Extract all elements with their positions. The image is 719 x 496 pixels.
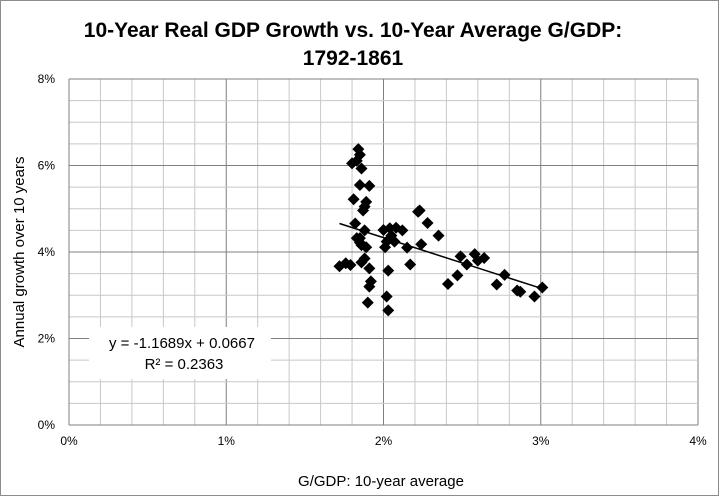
data-point-diamond bbox=[460, 258, 473, 271]
data-point-diamond bbox=[363, 262, 376, 275]
data-point-diamond bbox=[361, 296, 374, 309]
data-point-diamond bbox=[364, 275, 377, 288]
x-axis-label: G/GDP: 10-year average bbox=[298, 473, 464, 490]
y-axis-label: Annual growth over 10 years bbox=[11, 157, 28, 348]
data-point-diamond bbox=[490, 278, 503, 291]
trendline bbox=[339, 222, 543, 290]
y-tick-label: 2% bbox=[38, 332, 56, 346]
data-point-diamond bbox=[355, 162, 368, 175]
data-point-diamond bbox=[404, 258, 417, 271]
data-point-diamond bbox=[421, 217, 434, 230]
y-tick-label: 8% bbox=[38, 72, 56, 86]
data-point-diamond bbox=[382, 264, 395, 277]
data-point-diamond bbox=[401, 241, 414, 254]
data-point-diamond bbox=[478, 252, 491, 265]
data-point-diamond bbox=[382, 304, 395, 317]
x-tick-label: 2% bbox=[375, 434, 393, 448]
trendline-equation: y = -1.1689x + 0.0667 bbox=[109, 335, 255, 352]
x-tick-label: 3% bbox=[532, 434, 550, 448]
data-point-diamond bbox=[441, 278, 454, 291]
y-tick-label: 4% bbox=[38, 245, 56, 259]
data-point-diamond bbox=[358, 224, 371, 237]
data-point-diamond bbox=[396, 224, 409, 237]
data-point-diamond bbox=[360, 195, 373, 208]
chart-title-line-1: 10-Year Real GDP Growth vs. 10-Year Aver… bbox=[84, 19, 622, 42]
data-point-diamond bbox=[498, 268, 511, 281]
y-tick-label: 0% bbox=[38, 418, 56, 432]
data-point-diamond bbox=[413, 204, 426, 217]
data-point-diamond bbox=[353, 148, 366, 161]
trendline-r-squared: R² = 0.2363 bbox=[145, 356, 224, 373]
x-tick-labels: 0% 1% 2% 3% 4% bbox=[60, 434, 707, 448]
data-point-diamond bbox=[451, 269, 464, 282]
x-tick-label: 4% bbox=[689, 434, 707, 448]
x-tick-label: 0% bbox=[60, 434, 78, 448]
data-point-diamond bbox=[347, 193, 360, 206]
chart-title-line-2: 1792-1861 bbox=[303, 47, 404, 70]
data-point-diamond bbox=[432, 229, 445, 242]
data-point-diamond bbox=[536, 281, 549, 294]
y-tick-label: 6% bbox=[38, 159, 56, 173]
data-point-diamond bbox=[360, 241, 373, 254]
gridlines bbox=[68, 78, 699, 426]
data-point-diamond bbox=[528, 290, 541, 303]
data-point-diamond bbox=[380, 290, 393, 303]
data-point-diamond bbox=[344, 258, 357, 271]
data-point-diamond bbox=[353, 178, 366, 191]
data-point-diamond bbox=[454, 250, 467, 263]
data-point-diamond bbox=[363, 179, 376, 192]
data-point-diamond bbox=[514, 285, 527, 298]
data-point-diamond bbox=[415, 238, 428, 251]
x-tick-label: 1% bbox=[218, 434, 236, 448]
data-point-diamond bbox=[388, 235, 401, 248]
y-tick-labels: 0% 2% 4% 6% 8% bbox=[38, 72, 56, 432]
data-point-diamond bbox=[349, 217, 362, 230]
axes bbox=[68, 79, 698, 426]
data-points bbox=[333, 143, 549, 317]
data-point-diamond bbox=[358, 252, 371, 265]
trendline-equation-box bbox=[89, 327, 271, 379]
